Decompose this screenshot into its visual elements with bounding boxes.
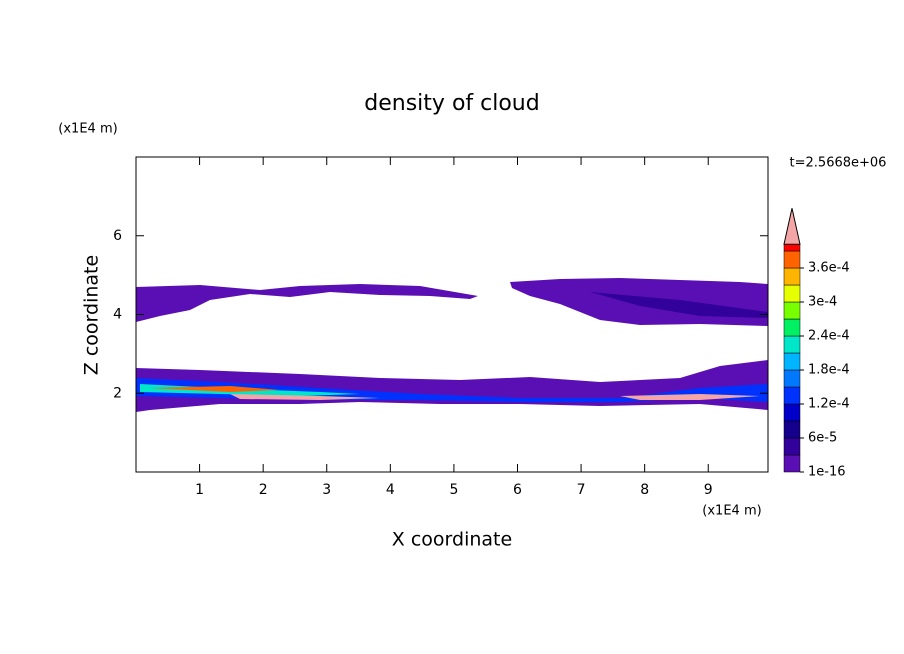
colorbar-band [783, 386, 801, 405]
colorbar-band [783, 284, 801, 303]
time-annotation: t=2.5668e+06 [790, 156, 887, 171]
x-tick-label: 9 [704, 482, 713, 498]
x-unit: (x1E4 m) [702, 504, 761, 519]
x-tick-label: 5 [449, 482, 458, 498]
colorbar-extend [783, 208, 801, 245]
colorbar-band [783, 243, 801, 252]
x-tick-label: 6 [513, 482, 522, 498]
colorbar-label: 3.6e-4 [808, 261, 850, 276]
y-tick-label: 6 [113, 228, 122, 244]
colorbar-label: 3e-4 [808, 295, 837, 310]
colorbar-label: 6e-5 [808, 431, 837, 446]
x-axis-label: X coordinate [392, 529, 512, 551]
y-unit: (x1E4 m) [58, 122, 117, 137]
cloud-field [136, 278, 768, 412]
x-tick-label: 4 [386, 482, 395, 498]
x-tick-label: 3 [322, 482, 331, 498]
y-axis-label: Z coordinate [81, 255, 103, 375]
chart-title: density of cloud [364, 91, 539, 116]
colorbar-band [783, 454, 801, 473]
colorbar-label: 1.2e-4 [808, 397, 850, 412]
colorbar-label: 2.4e-4 [808, 329, 850, 344]
colorbar-band [783, 369, 801, 388]
x-tick-label: 2 [259, 482, 268, 498]
colorbar-label: 1e-16 [808, 465, 846, 480]
colorbar-band [783, 267, 801, 286]
y-tick-label: 4 [113, 307, 122, 323]
x-tick-label: 1 [195, 482, 204, 498]
colorbar-band [783, 352, 801, 371]
y-tick-label: 2 [113, 385, 122, 401]
colorbar-band [783, 301, 801, 320]
colorbar-band [783, 420, 801, 439]
x-tick-label: 7 [577, 482, 586, 498]
colorbar-band [783, 437, 801, 456]
colorbar-label: 1.8e-4 [808, 363, 850, 378]
colorbar-band [783, 403, 801, 422]
colorbar-band [783, 335, 801, 354]
colorbar-band [783, 318, 801, 337]
colorbar-band [783, 250, 801, 269]
x-tick-label: 8 [640, 482, 649, 498]
